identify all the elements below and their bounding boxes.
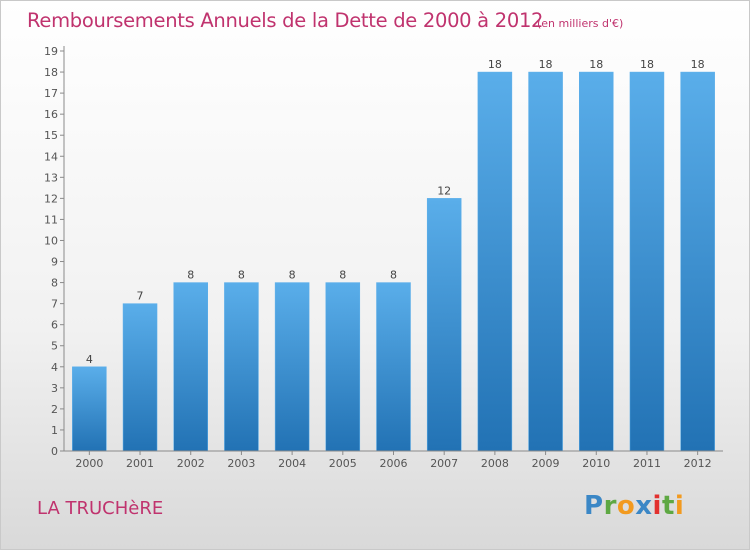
- commune-name: LA TRUCHèRE: [37, 498, 164, 519]
- x-tick-label: 2011: [633, 457, 661, 470]
- bar-value-label: 18: [691, 58, 705, 71]
- y-tick-label: 14: [44, 150, 58, 163]
- bar: [528, 71, 563, 452]
- bar-value-label: 8: [187, 269, 194, 282]
- y-tick-label: 3: [51, 382, 58, 395]
- bar: [629, 71, 665, 452]
- bar: [122, 303, 158, 452]
- y-tick-label: 17: [44, 87, 58, 100]
- x-tick-label: 2008: [481, 457, 509, 470]
- bar-value-label: 4: [86, 353, 93, 366]
- y-tick-label: 7: [51, 298, 58, 311]
- bar: [680, 71, 715, 452]
- x-tick-label: 2009: [532, 457, 560, 470]
- proxiti-logo: Proxiti: [584, 491, 685, 521]
- bar-value-label: 7: [137, 290, 144, 303]
- y-tick-label: 6: [51, 319, 58, 332]
- bar-value-label: 8: [289, 269, 296, 282]
- x-tick-label: 2004: [278, 457, 306, 470]
- x-tick-label: 2003: [227, 457, 255, 470]
- bar: [72, 366, 107, 452]
- bar-value-label: 18: [539, 58, 553, 71]
- y-tick-label: 11: [44, 213, 58, 226]
- y-tick-label: 2: [51, 403, 58, 416]
- bar: [274, 282, 310, 452]
- bar: [426, 198, 462, 452]
- y-tick-label: 8: [51, 277, 58, 290]
- x-tick-label: 2001: [126, 457, 154, 470]
- chart-subtitle: (en milliers d'€): [537, 17, 624, 30]
- bar-value-label: 18: [640, 58, 654, 71]
- bar-value-label: 18: [589, 58, 603, 71]
- x-axis: 2000 2001 2002 2003 2004 2005 2006 2007 2008 2009…: [64, 450, 723, 470]
- y-tick-label: 0: [51, 445, 58, 458]
- data-labels-group: 4 7 8 8 8 8 8 12 18 18 18 18 18: [86, 58, 705, 366]
- x-tick-label: 2006: [380, 457, 408, 470]
- y-tick-label: 5: [51, 340, 58, 353]
- x-tick-label: 2000: [75, 457, 103, 470]
- x-tick-label: 2012: [684, 457, 712, 470]
- bar: [376, 282, 411, 452]
- y-tick-label: 9: [51, 256, 58, 269]
- y-tick-label: 18: [44, 66, 58, 79]
- bar: [579, 71, 614, 452]
- bar-value-label: 8: [339, 269, 346, 282]
- chart-title: Remboursements Annuels de la Dette de 20…: [27, 9, 544, 32]
- y-tick-label: 10: [44, 234, 58, 247]
- x-tick-label: 2007: [430, 457, 458, 470]
- x-tick-label: 2002: [177, 457, 205, 470]
- bar-value-label: 8: [390, 269, 397, 282]
- bar: [224, 282, 259, 452]
- y-tick-label: 13: [44, 171, 58, 184]
- bar-value-label: 12: [437, 184, 451, 197]
- y-tick-label: 4: [51, 361, 58, 374]
- y-tick-label: 12: [44, 192, 58, 205]
- bar: [173, 282, 208, 452]
- bar-value-label: 18: [488, 58, 502, 71]
- y-tick-label: 19: [44, 45, 58, 58]
- bar: [477, 71, 513, 452]
- y-tick-label: 1: [51, 424, 58, 437]
- x-tick-label: 2005: [329, 457, 357, 470]
- y-tick-label: 15: [44, 129, 58, 142]
- bar: [325, 282, 361, 452]
- y-tick-label: 16: [44, 108, 58, 121]
- bars-group: [72, 71, 715, 452]
- bar-value-label: 8: [238, 269, 245, 282]
- x-tick-label: 2010: [582, 457, 610, 470]
